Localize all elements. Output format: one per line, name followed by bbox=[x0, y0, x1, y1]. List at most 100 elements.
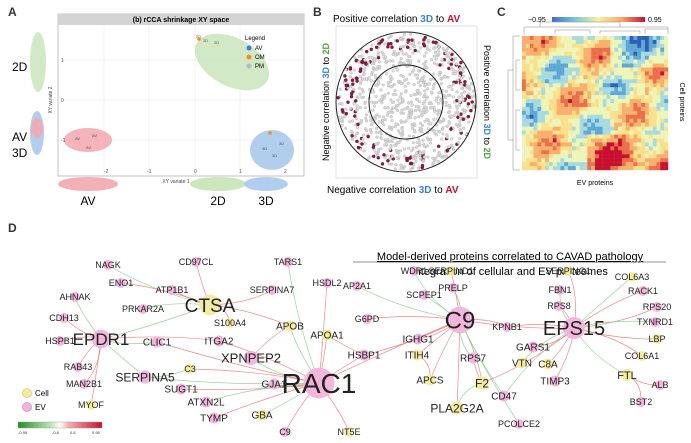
heatmap-cell bbox=[545, 63, 550, 68]
network-node-cd47[interactable]: CD47 bbox=[491, 390, 517, 403]
network-node-rps7[interactable]: RPS7 bbox=[460, 352, 487, 365]
network-node-lbp[interactable]: LBP bbox=[648, 334, 666, 344]
network-node-ighg1[interactable]: IGHG1 bbox=[402, 333, 434, 346]
heatmap-cell bbox=[614, 118, 619, 123]
network-node-atxn2l[interactable]: ATXN2L bbox=[187, 396, 225, 409]
network-node-hsbp1[interactable]: HSBP1 bbox=[348, 349, 381, 362]
network-node-itga2[interactable]: ITGA2 bbox=[205, 335, 234, 348]
network-node-apob[interactable]: APOB bbox=[276, 320, 304, 333]
heatmap-cell bbox=[525, 138, 530, 143]
network-node-alb[interactable]: ALB bbox=[651, 380, 669, 390]
network-node-tymp[interactable]: TYMP bbox=[200, 412, 228, 425]
heatmap-cell bbox=[664, 110, 669, 116]
network-node-c3[interactable]: C3 bbox=[184, 364, 196, 374]
network-node-gba[interactable]: GBA bbox=[251, 409, 273, 422]
heatmap-cell bbox=[571, 150, 576, 155]
network-node-c9[interactable]: C9 bbox=[445, 306, 476, 335]
network-node-s100a4[interactable]: S100A4 bbox=[214, 318, 246, 328]
network-node-pla2g2a[interactable]: PLA2G2A bbox=[430, 401, 483, 415]
network-node-ctsa[interactable]: CTSA bbox=[185, 294, 236, 317]
network-node-xpnpep2[interactable]: XPNPEP2 bbox=[221, 351, 281, 366]
network-node-g6pd[interactable]: G6PD bbox=[355, 314, 380, 324]
network-node-eno1[interactable]: ENO1 bbox=[109, 278, 134, 288]
network-node-eps15[interactable]: EPS15 bbox=[543, 317, 605, 340]
heatmap-cell bbox=[660, 103, 665, 108]
network-node-hspb1[interactable]: HSPB1 bbox=[45, 336, 75, 346]
network-node-prkar2a[interactable]: PRKAR2A bbox=[122, 304, 164, 314]
heatmap-cell bbox=[656, 95, 661, 100]
heatmap-cell bbox=[656, 118, 661, 123]
heatmap-cell bbox=[656, 75, 661, 80]
network-node-kpnb1[interactable]: KPNB1 bbox=[492, 322, 522, 332]
network-node-wdr1[interactable]: WDR1 bbox=[401, 266, 428, 276]
network-node-txnrd1[interactable]: TXNRD1 bbox=[637, 317, 673, 327]
network-node-gars1[interactable]: GARS1 bbox=[516, 341, 550, 354]
network-node-gja1[interactable]: GJA1 bbox=[261, 378, 287, 391]
network-node-col6a1[interactable]: COL6A1 bbox=[625, 351, 660, 361]
heatmap-cell bbox=[522, 103, 527, 108]
heatmap-cell bbox=[522, 83, 527, 88]
network-node-clic1[interactable]: CLIC1 bbox=[143, 336, 172, 349]
network-node-pcolce2[interactable]: PCOLCE2 bbox=[498, 419, 540, 429]
network-node-serpina5[interactable]: SERPINA5 bbox=[115, 370, 175, 384]
network-node-scpep1[interactable]: SCPEP1 bbox=[406, 290, 442, 300]
network-node-rac1[interactable]: RAC1 bbox=[282, 367, 357, 399]
heatmap-cell bbox=[629, 110, 634, 116]
heatmap-cell bbox=[610, 162, 615, 167]
correlation-point bbox=[398, 131, 402, 135]
network-node-sugt1[interactable]: SUGT1 bbox=[164, 383, 198, 396]
network-node-nagk[interactable]: NAGK bbox=[95, 260, 121, 270]
heatmap-cell bbox=[595, 126, 600, 131]
correlation-point bbox=[390, 45, 394, 49]
network-node-atp1b1[interactable]: ATP1B1 bbox=[156, 285, 189, 295]
heatmap-cell bbox=[533, 103, 538, 108]
heatmap-cell bbox=[548, 47, 553, 52]
network-node-bst2[interactable]: BST2 bbox=[630, 397, 653, 407]
network-node-man2b1[interactable]: MAN2B1 bbox=[66, 379, 102, 389]
network-node-rps20[interactable]: RPS20 bbox=[643, 302, 672, 312]
network-node-serpina7[interactable]: SERPINA7 bbox=[250, 285, 295, 295]
network-node-f2[interactable]: F2 bbox=[475, 376, 489, 390]
node-label: GJA1 bbox=[261, 380, 286, 391]
heatmap-cell bbox=[548, 95, 553, 100]
heatmap-cell bbox=[664, 39, 669, 45]
heatmap-cell bbox=[552, 154, 557, 159]
heatmap-cell bbox=[656, 122, 661, 127]
network-node-rab43[interactable]: RAB43 bbox=[64, 362, 93, 372]
network-node-apoa1[interactable]: APOA1 bbox=[310, 329, 344, 342]
heatmap-cell bbox=[587, 142, 592, 147]
network-node-prelp[interactable]: PRELP bbox=[438, 283, 468, 293]
network-node-apcs[interactable]: APCS bbox=[416, 374, 444, 387]
network-node-c8a[interactable]: C8A bbox=[538, 358, 558, 371]
network-node-serping1[interactable]: SERPING1 bbox=[545, 266, 591, 276]
network-node-ahnak[interactable]: AHNAK bbox=[59, 292, 91, 302]
heatmap-cell bbox=[575, 122, 580, 127]
network-node-ap2a1[interactable]: AP2A1 bbox=[343, 281, 371, 291]
network-node-vtn[interactable]: VTN bbox=[512, 357, 532, 370]
network-node-rps8[interactable]: RPS8 bbox=[547, 301, 571, 311]
network-node-hsdl2[interactable]: HSDL2 bbox=[312, 278, 342, 288]
network-node-cd97cl[interactable]: CD97CL bbox=[179, 257, 214, 267]
network-node-tars1[interactable]: TARS1 bbox=[274, 257, 302, 267]
network-node-col6a3[interactable]: COL6A3 bbox=[615, 272, 650, 282]
heatmap-cell bbox=[537, 55, 542, 60]
heatmap-cell bbox=[644, 130, 649, 135]
network-node-serpind1[interactable]: SERPIND1 bbox=[428, 266, 474, 276]
network-node-timp3[interactable]: TIMP3 bbox=[540, 375, 570, 388]
heatmap-cell bbox=[529, 71, 534, 76]
heatmap-cell bbox=[564, 59, 569, 64]
network-node-nt5e[interactable]: NT5E bbox=[337, 427, 361, 437]
network-node-cdh13[interactable]: CDH13 bbox=[49, 313, 79, 323]
network-node-epdr1[interactable]: EPDR1 bbox=[73, 329, 130, 349]
heatmap-cell bbox=[606, 55, 611, 60]
heatmap-cell bbox=[633, 67, 638, 72]
network-node-itih4[interactable]: ITIH4 bbox=[405, 349, 430, 362]
network-node-fbn1[interactable]: FBN1 bbox=[548, 285, 572, 295]
correlation-point bbox=[404, 156, 409, 161]
network-node-ftl[interactable]: FTL bbox=[617, 368, 637, 382]
heatmap-cell bbox=[560, 59, 565, 64]
heatmap-cell bbox=[533, 110, 538, 116]
network-node-myof[interactable]: MYOF bbox=[78, 400, 105, 410]
network-node-rack1[interactable]: RACK1 bbox=[628, 286, 658, 296]
network-node-c9[interactable]: C9 bbox=[279, 427, 291, 437]
